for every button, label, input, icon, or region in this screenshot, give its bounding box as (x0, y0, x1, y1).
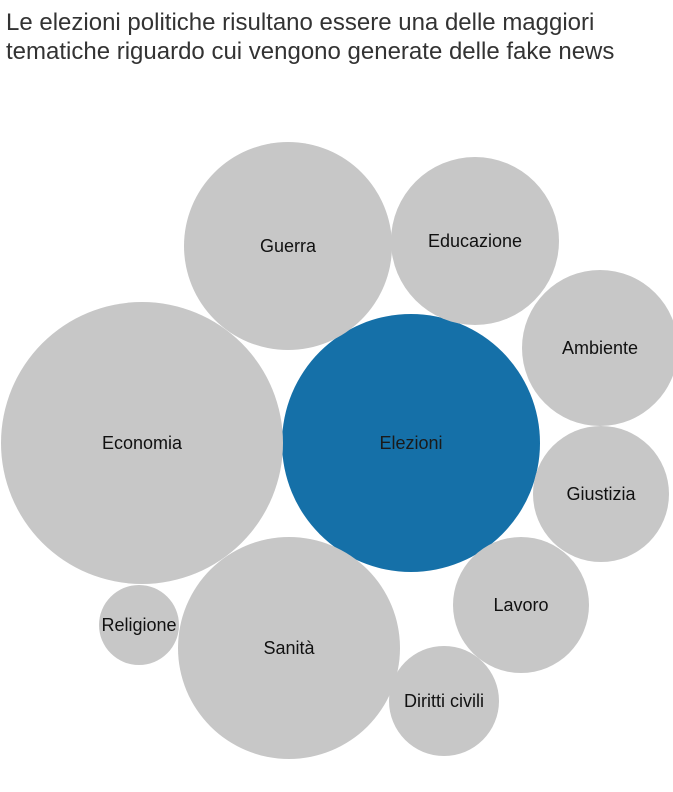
bubble-label-elezioni: Elezioni (379, 433, 442, 453)
bubble-educazione[interactable] (391, 157, 559, 325)
bubble-label-giustizia: Giustizia (566, 484, 636, 504)
bubble-giustizia[interactable] (533, 426, 669, 562)
bubble-label-lavoro: Lavoro (493, 595, 548, 615)
bubble-label-economia: Economia (102, 433, 183, 453)
bubble-economia[interactable] (1, 302, 283, 584)
bubble-label-educazione: Educazione (428, 231, 522, 251)
bubble-ambiente[interactable] (522, 270, 673, 426)
bubble-religione[interactable] (99, 585, 179, 665)
bubble-label-guerra: Guerra (260, 236, 317, 256)
bubble-diritti-civili[interactable] (389, 646, 499, 756)
bubble-elezioni[interactable] (282, 314, 540, 572)
bubble-label-ambiente: Ambiente (562, 338, 638, 358)
bubble-lavoro[interactable] (453, 537, 589, 673)
bubble-sanita[interactable] (178, 537, 400, 759)
bubble-label-religione: Religione (101, 615, 176, 635)
bubble-label-diritti-civili: Diritti civili (404, 691, 484, 711)
bubble-guerra[interactable] (184, 142, 392, 350)
bubble-label-sanita: Sanità (263, 638, 315, 658)
chart-title: Le elezioni politiche risultano essere u… (6, 9, 615, 65)
